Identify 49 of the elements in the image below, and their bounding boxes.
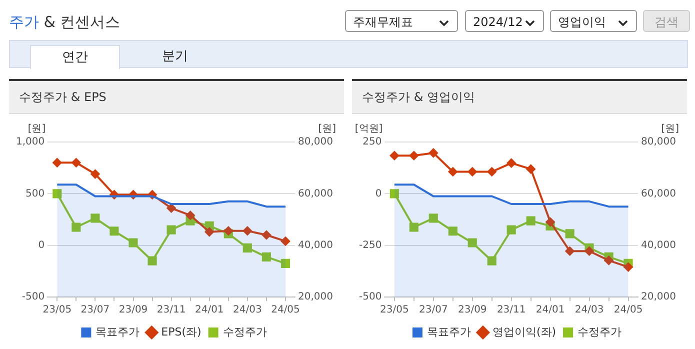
legend-label: 수정주가	[578, 325, 622, 338]
x-tick-label: 23/05	[380, 304, 409, 316]
x-tick-label: 24/03	[233, 304, 262, 316]
x-tick-label: 23/11	[496, 304, 526, 316]
y-axis-title: [원]	[28, 124, 46, 135]
y2-tick-label: 40,000	[298, 240, 334, 251]
x-tick-label: 24/05	[271, 304, 300, 316]
y-tick-label: 500	[26, 188, 45, 200]
x-tick-label: 23/09	[118, 304, 148, 316]
text: 분기	[161, 48, 189, 66]
legend-label: 수정주가	[222, 325, 267, 338]
x-tick-label: 24/01	[194, 304, 224, 316]
y-tick-label: 0	[38, 240, 45, 251]
y2-tick-label: 40,000	[641, 240, 676, 251]
chart-title: 수정주가 & 영업이익	[352, 81, 687, 114]
y-tick-label: 1,000	[16, 136, 45, 148]
x-tick-label: 23/07	[80, 304, 110, 316]
x-tick-label: 24/03	[574, 304, 604, 316]
y-tick-label: 250	[362, 136, 382, 148]
y2-axis-title: [원]	[318, 124, 336, 135]
legend-label: 목표주가	[426, 325, 471, 338]
x-tick-label: 23/11	[156, 304, 186, 316]
y-tick-label: 0	[375, 188, 382, 200]
text: 주재무제표	[345, 10, 458, 32]
y2-tick-label: 80,000	[298, 136, 334, 148]
y-tick-label: -500	[358, 292, 382, 303]
x-tick-label: 23/05	[42, 304, 72, 316]
y-tick-label: -500	[22, 292, 45, 303]
y2-tick-label: 80,000	[641, 136, 676, 148]
legend-label: 목표주가	[96, 325, 140, 338]
y-axis-title: [억원]	[354, 124, 383, 135]
x-tick-label: 24/01	[536, 304, 565, 316]
text: 영업이익	[550, 10, 637, 32]
text: 연간	[30, 45, 120, 69]
x-tick-label: 23/09	[458, 304, 487, 316]
x-tick-label: 24/05	[614, 304, 643, 316]
y2-axis-title: [원]	[661, 124, 680, 135]
text: 검색	[643, 10, 690, 32]
chart-title: 수정주가 & EPS	[9, 81, 344, 114]
y2-tick-label: 20,000	[641, 292, 676, 303]
legend-label: EPS(좌)	[161, 325, 202, 338]
text: 2024/12	[465, 10, 544, 32]
y-tick-label: -250	[358, 240, 382, 251]
x-tick-label: 23/07	[418, 304, 448, 316]
y2-tick-label: 60,000	[298, 188, 334, 200]
text: 주가 & 컨센서스	[9, 13, 120, 32]
y2-tick-label: 20,000	[298, 292, 334, 303]
y2-tick-label: 60,000	[641, 188, 676, 200]
legend-label: 영업이익(좌)	[492, 325, 556, 338]
